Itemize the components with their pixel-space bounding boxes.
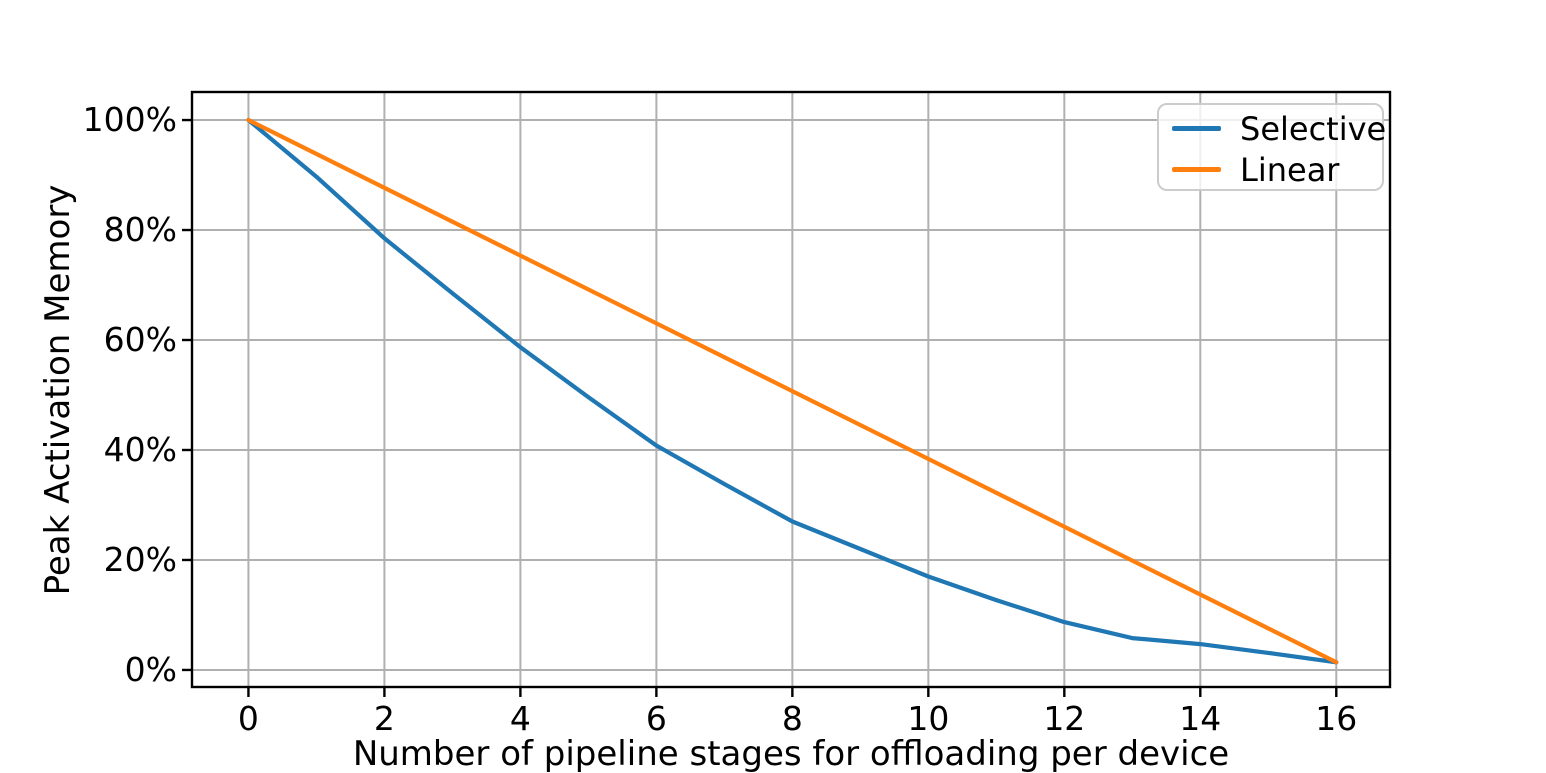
series-line-linear bbox=[246, 117, 1339, 665]
selective-line-swatch bbox=[1172, 126, 1221, 131]
x-tick-label: 16 bbox=[1315, 699, 1358, 738]
y-tick-label: 60% bbox=[103, 320, 177, 359]
x-tick-label: 6 bbox=[645, 699, 667, 738]
legend-label-selective: Selective bbox=[1240, 109, 1387, 148]
x-axis-label: Number of pipeline stages for offloading… bbox=[352, 734, 1230, 773]
axes-spines bbox=[190, 90, 1392, 689]
y-axis-label: Peak Activation Memory bbox=[38, 184, 78, 596]
series-line-selective bbox=[246, 117, 1339, 665]
y-tick-label: 40% bbox=[103, 429, 177, 469]
x-tick-label: 2 bbox=[373, 699, 395, 738]
x-tick-label: 4 bbox=[509, 699, 531, 738]
x-tick-label: 8 bbox=[781, 699, 803, 738]
y-tick-label: 100% bbox=[82, 100, 177, 140]
linear-line-swatch bbox=[1172, 167, 1221, 172]
y-tick-label: 20% bbox=[103, 539, 177, 579]
x-tick-label: 12 bbox=[1043, 699, 1086, 738]
legend-item-selective: Selective bbox=[1172, 108, 1386, 149]
legend-item-linear: Linear bbox=[1172, 149, 1382, 190]
x-tick-label: 0 bbox=[237, 699, 259, 738]
legend: Selective Linear bbox=[1157, 103, 1386, 191]
y-tick-label: 0% bbox=[124, 649, 177, 689]
x-tick-label: 14 bbox=[1179, 699, 1222, 738]
legend-label-linear: Linear bbox=[1240, 150, 1340, 189]
y-tick-label: 80% bbox=[103, 210, 177, 250]
x-tick-label: 10 bbox=[907, 699, 950, 738]
